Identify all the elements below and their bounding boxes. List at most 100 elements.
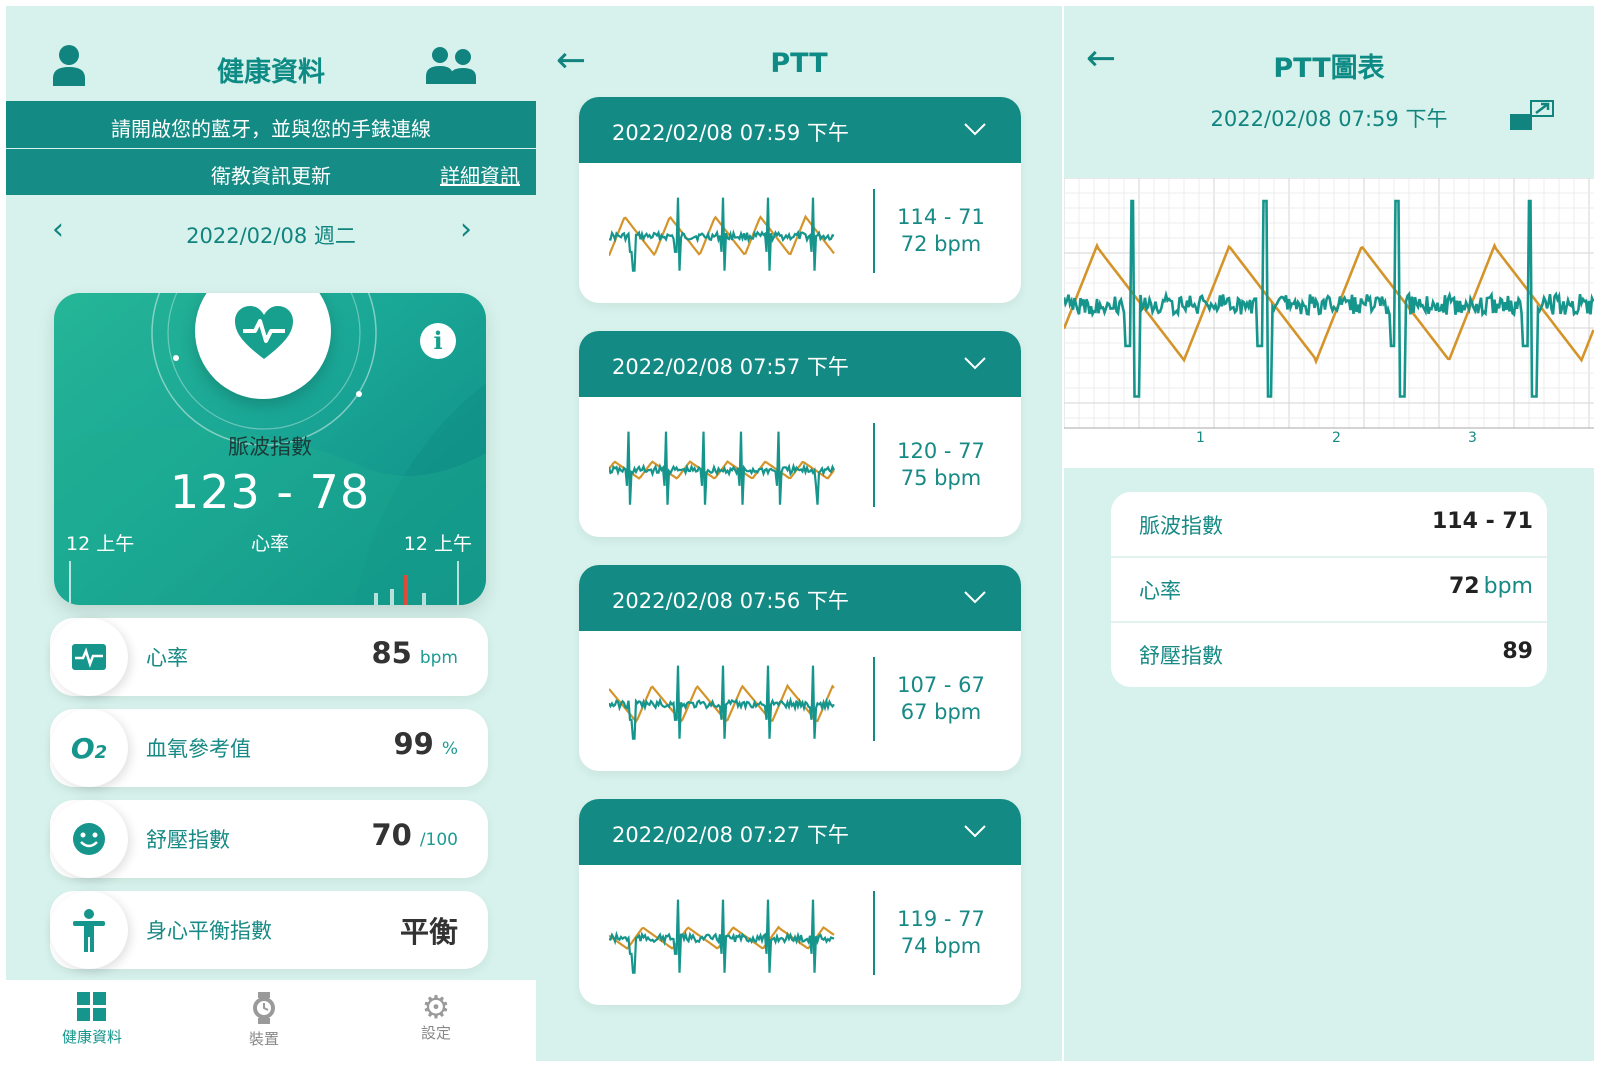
watch-icon bbox=[253, 992, 275, 1024]
ptt-waveform bbox=[609, 899, 835, 974]
ptt-waveform bbox=[609, 197, 835, 272]
record-date: 2022/02/08 07:57 下午 bbox=[612, 355, 849, 379]
ppg-trace bbox=[1064, 242, 1594, 365]
o2-icon: O2 bbox=[70, 731, 108, 765]
pulse-value: 123 - 78 bbox=[169, 465, 371, 519]
update-banner: 衛教資訊更新 詳細資訊 bbox=[6, 149, 536, 195]
stat-label: 舒壓指數 bbox=[1139, 644, 1223, 668]
ecg-trace bbox=[609, 431, 835, 505]
chevron-down-icon[interactable] bbox=[964, 357, 986, 370]
axis-tick-label: 1 bbox=[1196, 430, 1205, 446]
bottom-tab-bar: 健康資料 裝置 ⚙ 設定 bbox=[6, 980, 536, 1061]
ecg-trace bbox=[609, 899, 835, 974]
chevron-down-icon[interactable] bbox=[964, 825, 986, 838]
tab-device[interactable]: 裝置 bbox=[204, 992, 324, 1049]
stat-row: 心率 72 bpm bbox=[1111, 557, 1547, 623]
grid-icon bbox=[77, 992, 106, 1021]
record-date: 2022/02/08 07:59 下午 bbox=[612, 121, 849, 145]
stat-row: 脈波指數 114 - 71 bbox=[1111, 492, 1547, 558]
stat-row: 舒壓指數 89 bbox=[1111, 622, 1547, 686]
page-title: PTT圖表 bbox=[1273, 53, 1385, 84]
tab-health-data[interactable]: 健康資料 bbox=[32, 992, 152, 1047]
record-date: 2022/02/08 07:59 下午 bbox=[1210, 107, 1448, 131]
metric-unit: /100 bbox=[419, 830, 458, 850]
axis-tick-label: 2 bbox=[1332, 430, 1341, 446]
stress-index-row[interactable]: 舒壓指數 70/100 bbox=[50, 800, 488, 878]
ptt-waveform-chart bbox=[1064, 177, 1594, 429]
update-text: 衛教資訊更新 bbox=[211, 164, 331, 188]
chevron-down-icon[interactable] bbox=[964, 123, 986, 136]
pulse-index-card[interactable]: i 脈波指數 123 - 78 12 上午 心率 12 上午 bbox=[54, 293, 486, 605]
ecg-trace bbox=[609, 665, 835, 740]
heart-rate-value: 72 bpm bbox=[900, 232, 982, 256]
ptt-waveform bbox=[609, 431, 835, 505]
bluetooth-banner: 請開啟您的藍牙，並與您的手錶連線 bbox=[6, 101, 536, 148]
metric-label: 舒壓指數 bbox=[146, 828, 230, 852]
ptt-waveform bbox=[609, 665, 835, 740]
stat-value: 89 bbox=[1502, 639, 1533, 664]
body-balance-icon bbox=[73, 909, 105, 952]
current-date: 2022/02/08 週二 bbox=[186, 224, 356, 248]
body-mind-balance-row[interactable]: 身心平衡指數 平衡 bbox=[50, 891, 488, 969]
heart-rate-value: 67 bpm bbox=[900, 700, 982, 724]
tab-settings[interactable]: ⚙ 設定 bbox=[376, 991, 496, 1043]
ptt-record-card[interactable]: 2022/02/08 07:27 下午 119 - 77 74 bpm bbox=[579, 799, 1021, 1005]
metric-unit: % bbox=[441, 739, 458, 759]
ptt-record-card[interactable]: 2022/02/08 07:59 下午 114 - 71 72 bpm bbox=[579, 97, 1021, 303]
tab-label: 設定 bbox=[420, 1024, 451, 1042]
right-time-label: 12 上午 bbox=[403, 533, 472, 555]
tab-label: 健康資料 bbox=[61, 1028, 122, 1046]
group-icon[interactable] bbox=[426, 44, 478, 86]
heart-rate-label: 心率 bbox=[250, 533, 289, 555]
back-arrow-icon[interactable]: ← bbox=[1086, 38, 1117, 79]
smile-icon bbox=[73, 823, 105, 855]
expand-icon[interactable] bbox=[1510, 100, 1554, 130]
left-time-label: 12 上午 bbox=[66, 533, 135, 555]
pulse-range: 107 - 67 bbox=[897, 673, 985, 697]
stat-label: 脈波指數 bbox=[1139, 514, 1223, 538]
chevron-down-icon[interactable] bbox=[964, 591, 986, 604]
heart-pulse-icon bbox=[235, 306, 293, 359]
heart-rate-icon bbox=[72, 644, 106, 670]
metric-value: 99 bbox=[393, 727, 434, 761]
metric-value: 70 bbox=[371, 818, 412, 852]
gear-icon: ⚙ bbox=[421, 988, 451, 1026]
info-icon[interactable]: i bbox=[420, 323, 456, 359]
prev-day-button[interactable]: ‹ bbox=[52, 212, 64, 247]
heart-rate-row[interactable]: 心率 85 bpm bbox=[50, 618, 488, 696]
ptt-chart: 1 2 3 bbox=[1064, 177, 1594, 468]
axis-tick-label: 3 bbox=[1468, 430, 1477, 446]
record-date: 2022/02/08 07:27 下午 bbox=[612, 823, 849, 847]
bluetooth-message: 請開啟您的藍牙，並與您的手錶連線 bbox=[111, 117, 431, 141]
ptt-record-card[interactable]: 2022/02/08 07:56 下午 107 - 67 67 bpm bbox=[579, 565, 1021, 771]
metric-unit: bpm bbox=[419, 648, 458, 668]
pulse-range: 114 - 71 bbox=[897, 205, 985, 229]
page-title: PTT bbox=[770, 48, 828, 79]
detail-link[interactable]: 詳細資訊 bbox=[440, 164, 520, 188]
ptt-stats-card: 脈波指數 114 - 71 心率 72 bpm 舒壓指數 89 bbox=[1111, 492, 1547, 687]
back-arrow-icon[interactable]: ← bbox=[556, 40, 587, 81]
page-title: 健康資料 bbox=[217, 57, 325, 88]
user-icon[interactable] bbox=[52, 44, 86, 86]
health-data-screen: 健康資料 請開啟您的藍牙，並與您的手錶連線 衛教資訊更新 詳細資訊 ‹ 2022… bbox=[6, 6, 536, 1061]
metric-label: 身心平衡指數 bbox=[146, 919, 272, 943]
ptt-chart-screen: ← PTT圖表 2022/02/08 07:59 下午 1 2 3 脈波指數 1… bbox=[1064, 6, 1594, 1061]
metric-label: 血氧參考值 bbox=[146, 737, 251, 761]
metric-value: 85 bbox=[371, 636, 412, 670]
heart-badge bbox=[195, 293, 331, 399]
metric-value: 平衡 bbox=[399, 915, 458, 949]
heart-rate-value: 74 bpm bbox=[900, 934, 982, 958]
stat-value: 114 - 71 bbox=[1432, 509, 1533, 534]
pulse-range: 119 - 77 bbox=[897, 907, 985, 931]
metric-label: 心率 bbox=[146, 646, 188, 670]
ecg-trace bbox=[609, 197, 835, 272]
ecg-trace bbox=[1064, 199, 1594, 398]
heart-rate-value: 75 bpm bbox=[900, 466, 982, 490]
ptt-record-card[interactable]: 2022/02/08 07:57 下午 120 - 77 75 bpm bbox=[579, 331, 1021, 537]
next-day-button[interactable]: › bbox=[460, 212, 472, 247]
stat-unit: bpm bbox=[1483, 574, 1533, 599]
blood-oxygen-row[interactable]: O2 血氧參考值 99% bbox=[50, 709, 488, 787]
pulse-label: 脈波指數 bbox=[228, 435, 312, 459]
pulse-range: 120 - 77 bbox=[897, 439, 985, 463]
tab-label: 裝置 bbox=[248, 1030, 279, 1048]
